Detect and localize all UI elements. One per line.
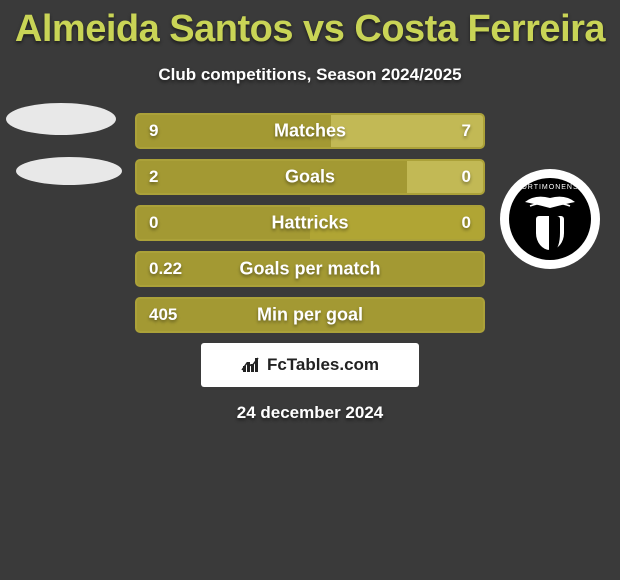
stat-row: 0.22 Goals per match bbox=[135, 251, 485, 287]
brand-text: FcTables.com bbox=[267, 355, 379, 375]
footer-date: 24 december 2024 bbox=[0, 403, 620, 423]
stat-label: Goals bbox=[137, 167, 483, 188]
stat-label: Min per goal bbox=[137, 305, 483, 326]
team-left-oval bbox=[6, 103, 116, 135]
shield-icon bbox=[536, 216, 564, 250]
crest-inner: PORTIMONENSE bbox=[509, 178, 591, 260]
crest-text: PORTIMONENSE bbox=[509, 184, 591, 191]
stat-right-value: 7 bbox=[462, 121, 471, 141]
stat-row: 9 Matches 7 bbox=[135, 113, 485, 149]
brand-box[interactable]: FcTables.com bbox=[201, 343, 419, 387]
stat-label: Matches bbox=[137, 121, 483, 142]
subtitle: Club competitions, Season 2024/2025 bbox=[0, 65, 620, 85]
stat-row: 405 Min per goal bbox=[135, 297, 485, 333]
shield-stripe bbox=[549, 216, 560, 250]
team-right-crest: PORTIMONENSE bbox=[500, 169, 600, 269]
stat-bars: 9 Matches 7 2 Goals 0 0 Hattricks 0 0.22… bbox=[135, 113, 485, 333]
stat-right-value: 0 bbox=[462, 213, 471, 233]
stat-row: 2 Goals 0 bbox=[135, 159, 485, 195]
stat-label: Goals per match bbox=[137, 259, 483, 280]
eagle-icon bbox=[520, 192, 580, 214]
bar-chart-icon bbox=[241, 356, 261, 374]
stats-area: PORTIMONENSE 9 Matches 7 2 Goals 0 bbox=[0, 113, 620, 333]
stat-label: Hattricks bbox=[137, 213, 483, 234]
team-left-oval-2 bbox=[16, 157, 122, 185]
page-title: Almeida Santos vs Costa Ferreira bbox=[0, 0, 620, 51]
stat-right-value: 0 bbox=[462, 167, 471, 187]
stat-row: 0 Hattricks 0 bbox=[135, 205, 485, 241]
